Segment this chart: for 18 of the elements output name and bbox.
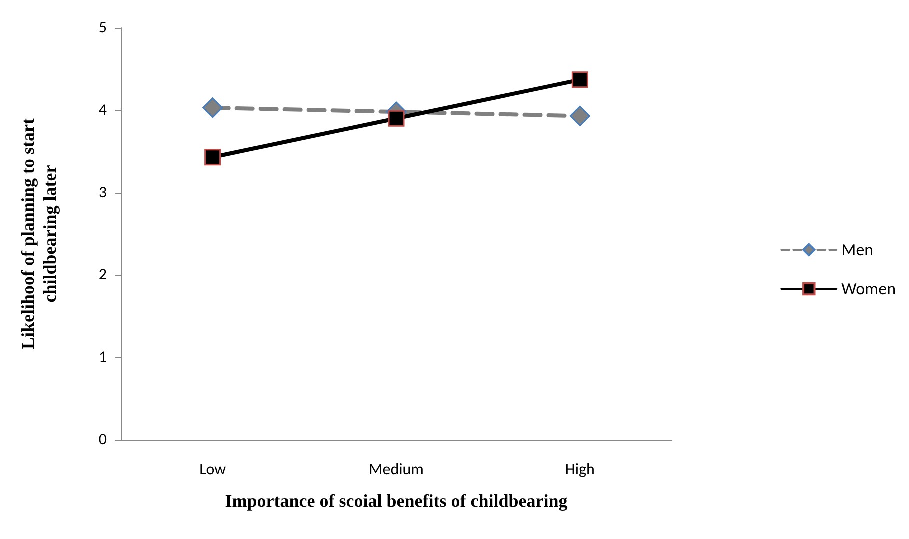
y-tick-label: 2 [98, 266, 107, 285]
point [204, 149, 222, 166]
y-tick-label: 4 [98, 100, 107, 120]
x-tick-label: High [565, 460, 595, 480]
y-tick-label: 0 [98, 430, 107, 450]
x-axis-title: Importance of scoial benefits of childbearing [225, 491, 568, 511]
y-tick-label: 1 [98, 348, 107, 368]
point [572, 72, 588, 88]
y-tick-label: 3 [98, 183, 107, 202]
y-tick-label: 5 [98, 18, 107, 38]
x-tick-label: Medium [369, 460, 424, 480]
point [202, 98, 224, 118]
x-tick-label: Low [200, 460, 227, 480]
y-axis-title: Likelihoof of planning to start childbearing later [18, 118, 60, 350]
point [388, 110, 405, 127]
point [570, 106, 590, 126]
legend-label: Women [842, 278, 896, 300]
legend-label: Men [842, 240, 874, 260]
